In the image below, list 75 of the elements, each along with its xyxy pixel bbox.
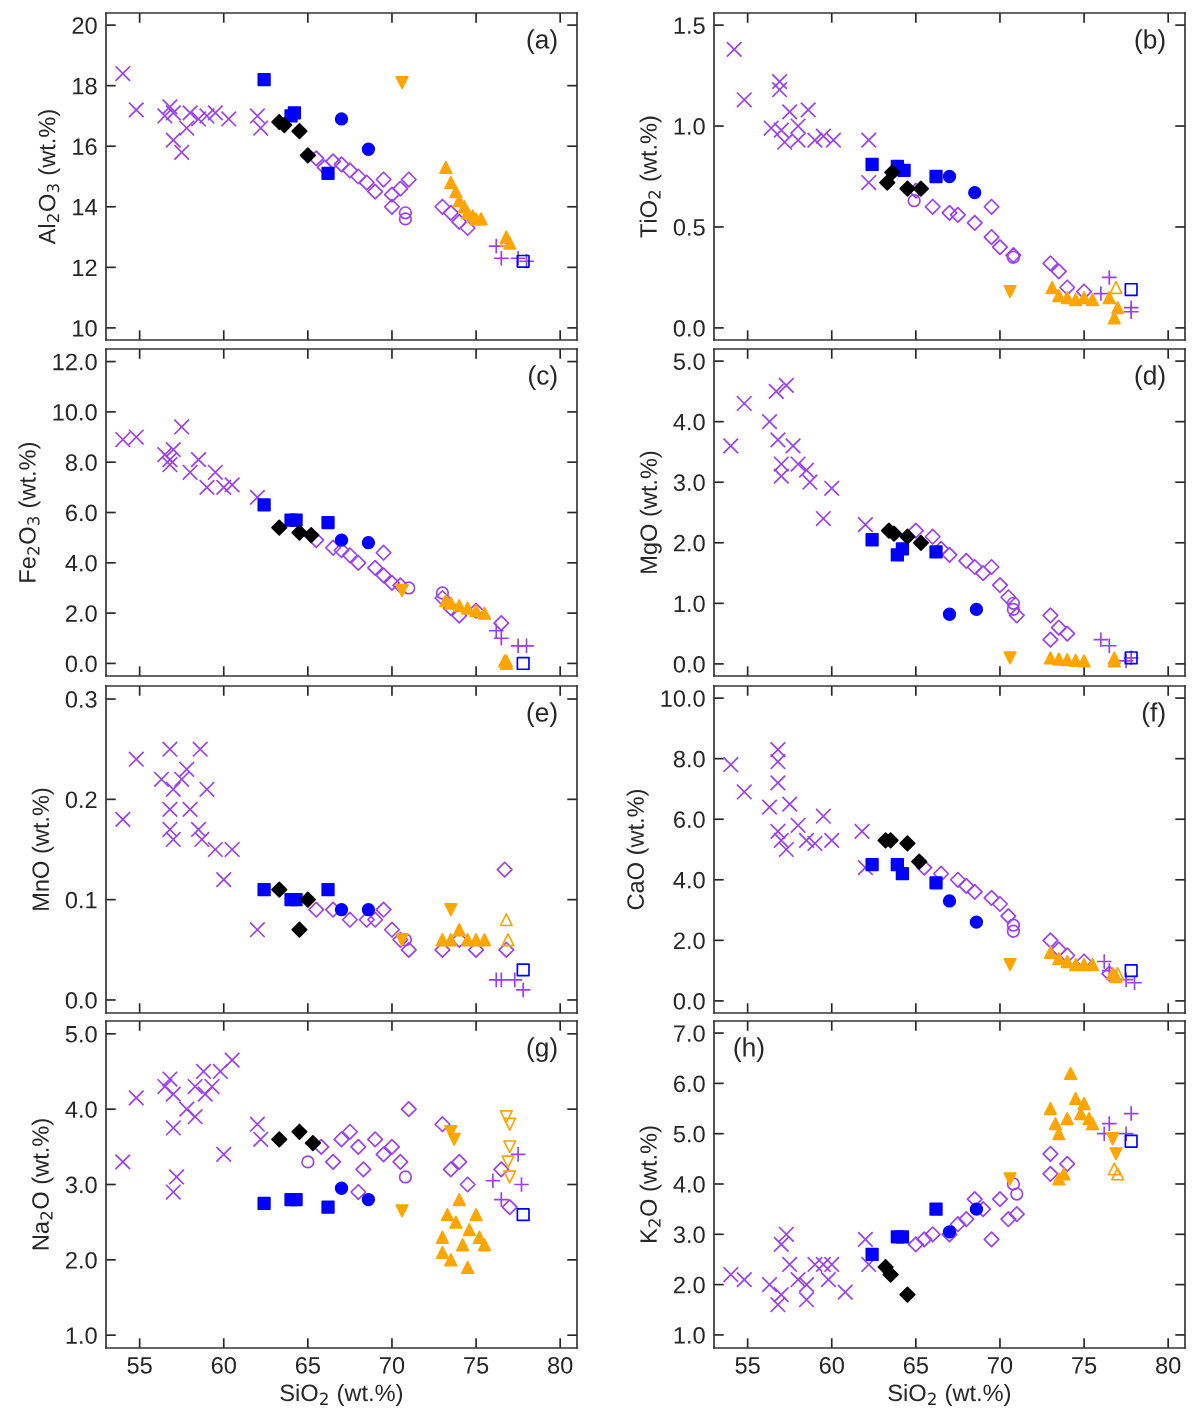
text: (b) — [1135, 29, 1165, 54]
x-tick-label: 55 — [735, 1357, 760, 1374]
y-axis-title: Al$_{2}$O$_{3}$ (wt.%) — [38, 110, 61, 245]
x-axis-title: SiO$_{2}$ (wt.%) — [280, 1383, 403, 1406]
text: (a) — [527, 29, 557, 54]
y-tick-label: 4.0 — [673, 413, 705, 431]
y-tick-label: 5.0 — [65, 1025, 97, 1043]
y-tick-label: 16 — [73, 138, 97, 156]
y-tick-label: 0.0 — [673, 992, 705, 1010]
y-tick-label: 2.0 — [674, 932, 705, 950]
x-tick-label: 60 — [211, 1356, 236, 1374]
y-tick-label: 2.0 — [674, 1276, 705, 1294]
y-tick-label: 14 — [73, 199, 97, 216]
y-axis-title: Na$_{2}$O (wt.%) — [31, 1119, 54, 1250]
x-tick-label: 60 — [819, 1356, 844, 1374]
y-tick-label: 20 — [72, 17, 97, 34]
y-tick-label: 6.0 — [674, 811, 705, 829]
y-tick-label: 7.0 — [674, 1025, 705, 1042]
y-tick-label: 4.0 — [65, 554, 97, 572]
y-axis-title: MgO (wt.%) — [639, 451, 662, 573]
x-tick-label: 65 — [903, 1356, 928, 1374]
y-tick-label: 6.0 — [674, 1075, 705, 1093]
y-tick-label: 0.2 — [65, 791, 97, 809]
y-tick-label: 4.0 — [673, 871, 705, 889]
y-tick-label: 3.0 — [673, 474, 705, 492]
y-tick-label: 0.0 — [65, 655, 97, 673]
y-tick-label: 0.1 — [65, 891, 97, 909]
x-tick-label: 65 — [295, 1356, 320, 1374]
x-tick-label: 75 — [464, 1357, 489, 1374]
x-tick-label: 80 — [548, 1356, 573, 1374]
y-tick-label: 8.0 — [673, 750, 705, 768]
y-tick-label: 0.0 — [673, 319, 705, 337]
y-tick-label: 2.0 — [674, 534, 705, 552]
y-tick-label: 6.0 — [66, 504, 97, 522]
y-tick-label: 10.0 — [53, 403, 97, 421]
x-tick-label: 75 — [1072, 1357, 1097, 1374]
y-tick-label: 3.0 — [65, 1176, 97, 1194]
y-tick-label: 12.0 — [53, 353, 97, 371]
y-tick-label: 0.0 — [65, 992, 97, 1009]
y-tick-label: 0.3 — [65, 691, 97, 708]
x-axis-title: SiO$_{2}$ (wt.%) — [888, 1383, 1011, 1406]
y-axis-title: K$_{2}$O (wt.%) — [639, 1126, 662, 1243]
y-tick-label: 8.0 — [65, 454, 97, 471]
y-tick-label: 10 — [73, 319, 97, 337]
y-axis-title: TiO$_{2}$ (wt.%) — [639, 116, 662, 238]
y-tick-label: 3.0 — [673, 1226, 705, 1244]
text: (h) — [734, 1037, 764, 1062]
y-axis-title: CaO (wt.%) — [626, 789, 649, 910]
y-tick-label: 10.0 — [661, 690, 705, 707]
y-tick-label: 12 — [73, 259, 97, 276]
y-tick-label: 5.0 — [673, 353, 705, 370]
y-tick-label: 1.0 — [674, 1326, 705, 1344]
text: (g) — [527, 1037, 557, 1062]
y-tick-label: 1.0 — [66, 1327, 97, 1344]
y-tick-label: 2.0 — [66, 605, 97, 622]
x-tick-label: 80 — [1156, 1356, 1181, 1374]
text: (f) — [1142, 702, 1165, 727]
text: (d) — [1135, 365, 1165, 390]
x-tick-label: 70 — [988, 1356, 1013, 1374]
y-tick-label: 0.5 — [673, 219, 705, 236]
y-tick-label: 1.0 — [674, 595, 705, 613]
y-tick-label: 4.0 — [65, 1101, 97, 1118]
y-tick-label: 0.0 — [673, 655, 705, 673]
text: (c) — [529, 365, 557, 390]
x-tick-label: 55 — [127, 1357, 152, 1374]
text: (e) — [527, 702, 557, 727]
y-tick-label: 5.0 — [673, 1125, 705, 1143]
y-tick-label: 2.0 — [66, 1251, 97, 1269]
y-axis-title: Fe$_{2}$O$_{3}$ (wt.%) — [18, 443, 41, 582]
y-tick-label: 4.0 — [673, 1176, 705, 1193]
x-tick-label: 70 — [380, 1356, 405, 1374]
y-axis-title: MnO (wt.%) — [31, 788, 54, 910]
y-tick-label: 18 — [73, 77, 97, 95]
y-tick-label: 1.0 — [674, 118, 705, 135]
y-tick-label: 1.5 — [674, 17, 705, 34]
